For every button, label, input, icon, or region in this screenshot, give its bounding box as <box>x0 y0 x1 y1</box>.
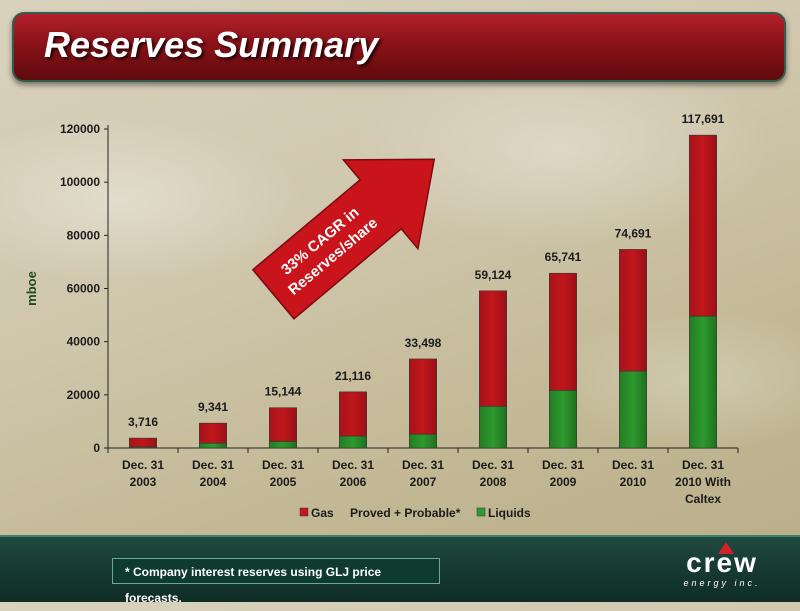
bar-gas <box>129 437 157 448</box>
category-label: Dec. 31 <box>682 458 724 472</box>
category-label: Dec. 31 <box>122 458 164 472</box>
logo-word: crew <box>686 547 758 578</box>
legend: Gas Proved + Probable* Liquids <box>299 506 531 520</box>
bar-gas <box>409 358 437 435</box>
y-tick-label: 100000 <box>60 175 100 189</box>
legend-swatch-liquids <box>476 507 486 517</box>
bar-total-label: 65,741 <box>545 250 582 264</box>
bar-liquids <box>479 405 507 449</box>
category-label: Dec. 31 <box>542 458 584 472</box>
bar-gas <box>619 249 647 372</box>
bar-total-label: 21,116 <box>335 369 371 383</box>
category-label: 2007 <box>410 475 437 489</box>
bar-total-label: 117,691 <box>682 112 725 126</box>
category-labels: Dec. 31 2003 Dec. 31 2004 Dec. 31 2005 Dec. 31… <box>122 458 731 506</box>
bar-total-label: 15,144 <box>265 385 302 399</box>
bar-gas <box>479 290 507 407</box>
bar-liquids <box>269 441 297 449</box>
category-label: Dec. 31 <box>332 458 374 472</box>
footnote: * Company interest reserves using GLJ pr… <box>112 558 440 605</box>
bar-gas <box>339 391 367 437</box>
bar-total-label: 74,691 <box>615 226 652 240</box>
category-label: Dec. 31 <box>402 458 444 472</box>
category-label: Dec. 31 <box>612 458 654 472</box>
bar-liquids <box>619 370 647 449</box>
category-label: 2009 <box>550 475 577 489</box>
y-tick-label: 60000 <box>67 282 101 296</box>
arrow-shape <box>251 158 436 320</box>
reserves-chart: 0 20000 40000 60000 80000 100000 120000 3,716 9… <box>24 112 739 520</box>
title-banner: Reserves Summary <box>12 12 786 82</box>
category-label: Dec. 31 <box>472 458 514 472</box>
bar-gas <box>689 134 717 317</box>
category-label: Dec. 31 <box>192 458 234 472</box>
legend-label-liquids: Liquids <box>488 506 531 520</box>
bar-total-label: 9,341 <box>198 400 228 414</box>
data-labels: 3,716 9,341 15,144 21,116 33,498 59,124 65,741… <box>128 112 725 429</box>
y-tick-label: 40000 <box>67 335 101 349</box>
bar-total-label: 33,498 <box>405 336 442 350</box>
y-tick-label: 80000 <box>67 228 101 242</box>
company-logo: crew energy inc. <box>672 542 772 592</box>
bar-gas <box>199 422 227 444</box>
y-tick-label: 120000 <box>60 122 100 136</box>
legend-label-gas: Gas <box>311 506 334 520</box>
slide-title: Reserves Summary <box>44 24 379 65</box>
category-label: Dec. 31 <box>262 458 304 472</box>
bar-total-label: 59,124 <box>475 268 512 282</box>
y-axis-label: mboe <box>24 271 39 306</box>
category-label: 2008 <box>480 475 507 489</box>
category-label: Caltex <box>685 492 721 506</box>
y-axis-ticks: 0 20000 40000 60000 80000 100000 120000 <box>60 122 739 455</box>
bar-liquids <box>339 435 367 449</box>
category-label: 2003 <box>130 475 157 489</box>
bar-gas <box>269 407 297 442</box>
y-tick-label: 20000 <box>67 388 101 402</box>
logo-subtitle: energy inc. <box>683 578 761 588</box>
legend-swatch-gas <box>299 507 309 517</box>
category-label: 2006 <box>340 475 367 489</box>
bar-liquids <box>689 315 717 449</box>
bar-total-label: 3,716 <box>128 415 158 429</box>
bar-group <box>129 134 717 449</box>
category-label: 2004 <box>200 475 227 489</box>
category-label: 2010 With <box>675 475 731 489</box>
bar-liquids <box>409 433 437 449</box>
logo-triangle-icon <box>718 542 734 554</box>
category-label: 2010 <box>620 475 647 489</box>
category-label: 2005 <box>270 475 297 489</box>
legend-label-proved: Proved + Probable* <box>350 506 461 520</box>
y-tick-label: 0 <box>93 441 100 455</box>
cagr-arrow: 33% CAGR in Reserves/share <box>251 158 436 320</box>
bar-liquids <box>199 442 227 449</box>
bar-gas <box>549 272 577 391</box>
bar-liquids <box>549 390 577 449</box>
